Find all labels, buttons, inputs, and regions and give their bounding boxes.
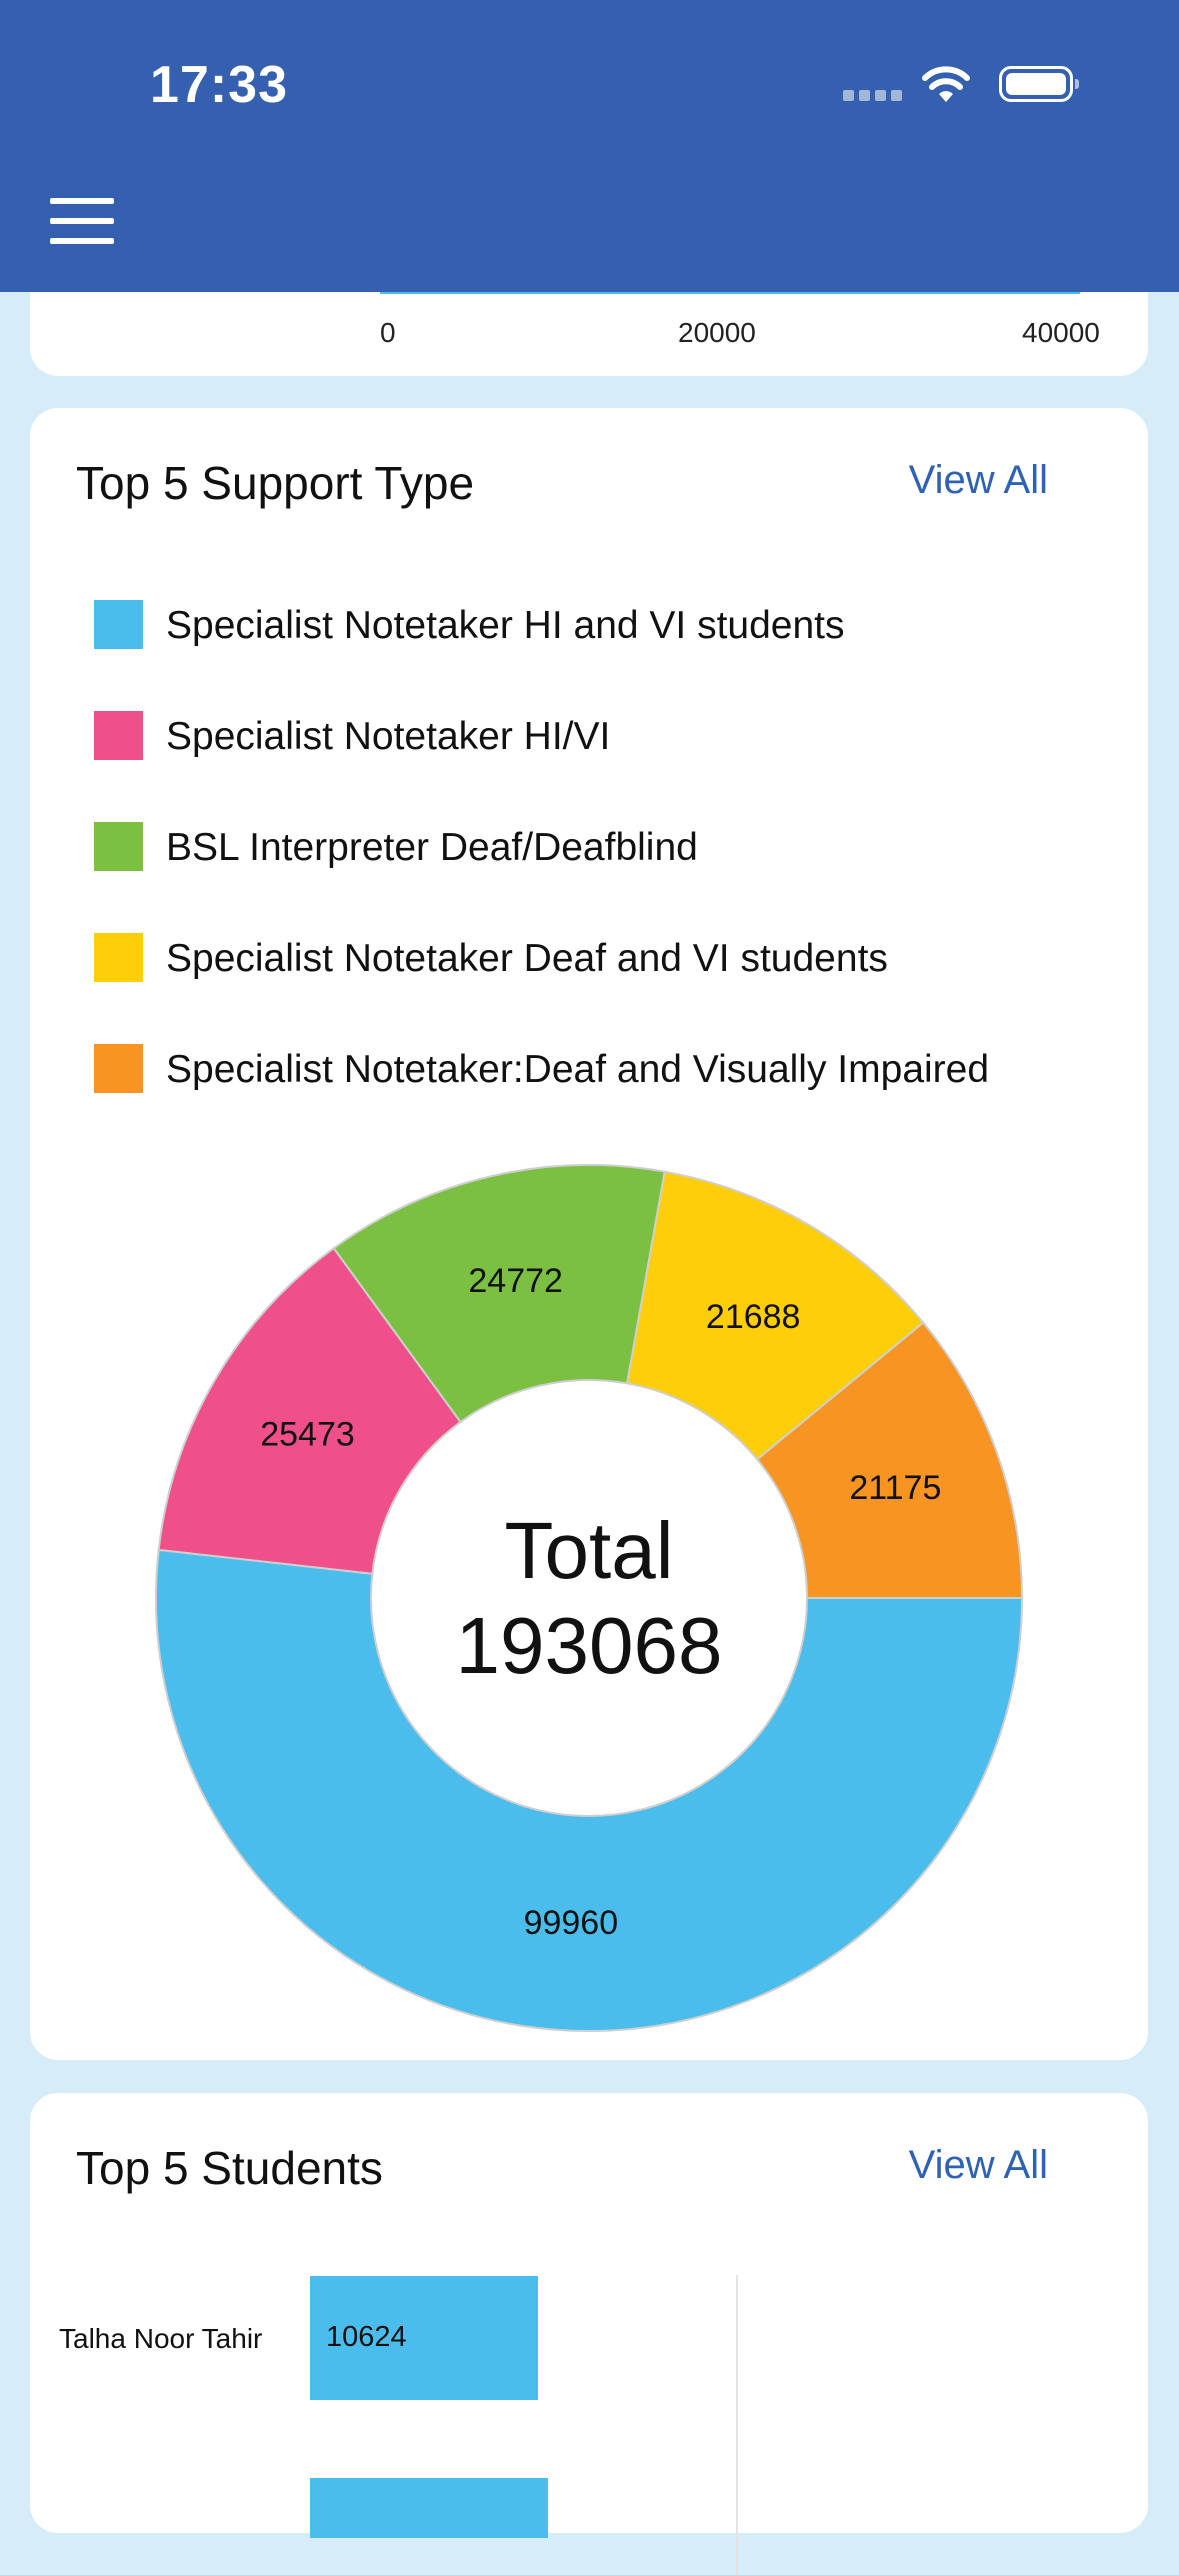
support-type-card: Top 5 Support Type View All Specialist N… — [30, 408, 1148, 2060]
battery-icon — [999, 66, 1079, 102]
slice-value-label: 24772 — [468, 1262, 563, 1300]
legend-swatch — [94, 933, 143, 982]
slice-value-label: 21688 — [706, 1298, 801, 1336]
donut-slice[interactable] — [625, 1170, 925, 1461]
bar-value-label: 10624 — [326, 2321, 407, 2353]
card-title: Top 5 Support Type — [76, 457, 475, 509]
donut-center-label: Total — [505, 1506, 674, 1595]
view-all-students-link[interactable]: View All — [908, 2143, 1048, 2187]
chart-bar-remnant — [380, 290, 1080, 294]
donut-slice[interactable] — [755, 1321, 1024, 1599]
student-bar[interactable] — [310, 2276, 538, 2400]
students-card: Top 5 Students View All Talha Noor Tahir… — [30, 2093, 1148, 2575]
bar-partial — [310, 2478, 548, 2538]
slice-value-label: 21175 — [849, 1469, 941, 1507]
app-header: 17:33 — [0, 0, 1179, 292]
legend-swatch — [94, 1044, 143, 1093]
status-time: 17:33 — [150, 56, 288, 114]
legend-swatch — [94, 600, 143, 649]
slice-value-label: 25473 — [260, 1416, 355, 1454]
wifi-icon — [922, 66, 970, 102]
x-axis-tick: 40000 — [1022, 317, 1100, 348]
donut-center-value: 193068 — [456, 1601, 723, 1690]
donut-slice[interactable] — [157, 1246, 462, 1575]
legend-swatch — [94, 822, 143, 871]
legend-label: Specialist Notetaker HI/VI — [166, 715, 611, 758]
legend-label: Specialist Notetaker HI and VI students — [166, 604, 845, 647]
donut-slice[interactable] — [155, 1548, 1024, 2032]
x-axis-tick: 0 — [380, 317, 396, 348]
cellular-signal-icon — [843, 88, 907, 106]
view-all-support-link[interactable]: View All — [908, 458, 1048, 502]
student-name-label: Talha Noor Tahir — [59, 2323, 263, 2354]
chart-gridline — [736, 2275, 738, 2575]
card-title: Top 5 Students — [76, 2142, 383, 2194]
legend-label: Specialist Notetaker:Deaf and Visually I… — [166, 1048, 990, 1091]
donut-slice[interactable] — [332, 1164, 666, 1424]
hamburger-menu-icon[interactable] — [50, 198, 114, 244]
x-axis-tick: 20000 — [678, 317, 756, 348]
slice-value-label: 99960 — [524, 1904, 619, 1942]
legend-label: BSL Interpreter Deaf/Deafblind — [166, 826, 698, 869]
legend-label: Specialist Notetaker Deaf and VI student… — [166, 937, 888, 980]
legend-swatch — [94, 711, 143, 760]
